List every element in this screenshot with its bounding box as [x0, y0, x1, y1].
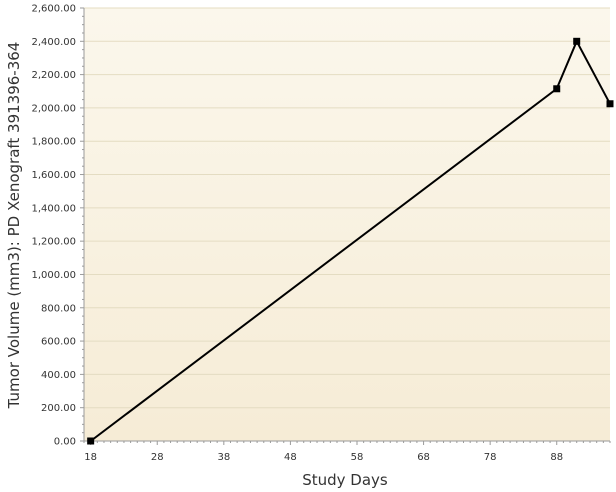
- data-point-marker: [573, 37, 581, 45]
- x-tick-label: 38: [217, 452, 230, 463]
- x-tick-label: 48: [284, 452, 297, 463]
- y-tick-label: 1,600.00: [31, 170, 76, 181]
- y-axis-title: Tumor Volume (mm3): PD Xenograft 391396-…: [5, 42, 23, 410]
- data-point-marker: [87, 437, 95, 445]
- y-tick-label: 200.00: [41, 403, 76, 414]
- x-tick-label: 88: [550, 452, 563, 463]
- x-axis-title: Study Days: [302, 471, 388, 489]
- data-point-marker: [553, 85, 561, 93]
- y-tick-label: 1,800.00: [31, 137, 76, 148]
- y-tick-label: 2,600.00: [31, 4, 76, 15]
- x-tick-label: 18: [84, 452, 97, 463]
- data-point-marker: [606, 100, 614, 108]
- x-tick-label: 58: [351, 452, 364, 463]
- plot-area: [84, 8, 610, 441]
- axes: [80, 7, 611, 445]
- y-tick-label: 2,200.00: [31, 70, 76, 81]
- y-tick-label: 800.00: [41, 303, 76, 314]
- x-tick-label: 68: [417, 452, 430, 463]
- x-tick-label: 28: [151, 452, 164, 463]
- tick-labels: 0.00 200.00 400.00 600.00 800.00 1,000.00 1,20…: [31, 4, 563, 464]
- y-tick-label: 1,000.00: [31, 270, 76, 281]
- y-tick-label: 0.00: [54, 437, 76, 448]
- y-tick-label: 600.00: [41, 337, 76, 348]
- gridlines: [84, 7, 610, 409]
- series-line: [90, 38, 611, 442]
- x-tick-label: 78: [484, 452, 497, 463]
- y-tick-label: 1,200.00: [31, 237, 76, 248]
- y-tick-label: 400.00: [41, 370, 76, 381]
- y-tick-label: 1,400.00: [31, 203, 76, 214]
- y-tick-label: 2,000.00: [31, 103, 76, 114]
- series-layer: [87, 37, 614, 445]
- y-tick-label: 2,400.00: [31, 37, 76, 48]
